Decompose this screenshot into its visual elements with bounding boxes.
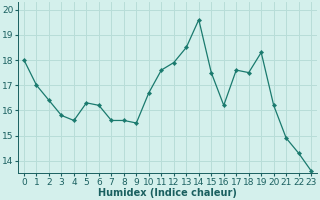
X-axis label: Humidex (Indice chaleur): Humidex (Indice chaleur) xyxy=(98,188,237,198)
